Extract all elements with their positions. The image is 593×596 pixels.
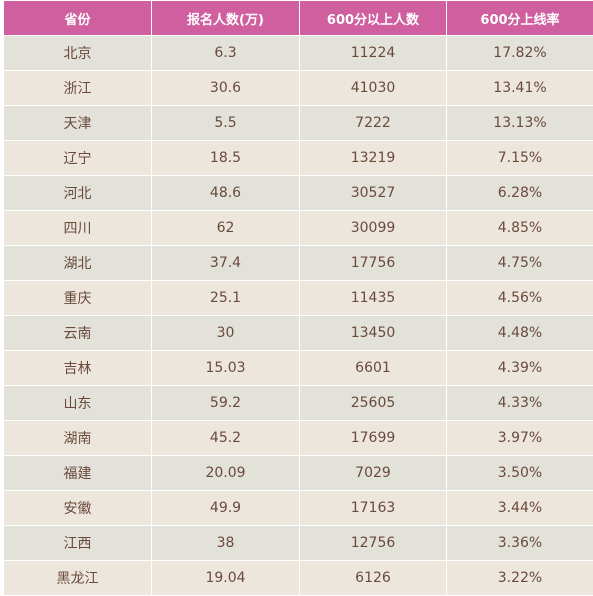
header-row: 省份 报名人数(万) 600分以上人数 600分上线率 (4, 1, 593, 36)
cell-600-count: 6601 (300, 351, 447, 386)
cell-600-rate: 17.82% (447, 36, 593, 71)
cell-600-count: 13219 (300, 141, 447, 176)
cell-applicants: 48.6 (152, 176, 300, 211)
cell-province: 福建 (4, 456, 152, 491)
cell-applicants: 30 (152, 316, 300, 351)
header-applicants: 报名人数(万) (152, 1, 300, 36)
cell-600-count: 17163 (300, 491, 447, 526)
cell-600-count: 7029 (300, 456, 447, 491)
cell-600-count: 11224 (300, 36, 447, 71)
cell-600-rate: 3.50% (447, 456, 593, 491)
cell-600-rate: 13.13% (447, 106, 593, 141)
cell-600-count: 7222 (300, 106, 447, 141)
header-province: 省份 (4, 1, 152, 36)
cell-600-rate: 6.28% (447, 176, 593, 211)
cell-600-rate: 4.39% (447, 351, 593, 386)
cell-600-count: 17699 (300, 421, 447, 456)
cell-600-rate: 7.15% (447, 141, 593, 176)
cell-applicants: 59.2 (152, 386, 300, 421)
cell-province: 安徽 (4, 491, 152, 526)
cell-600-count: 12756 (300, 526, 447, 561)
cell-600-rate: 13.41% (447, 71, 593, 106)
cell-province: 天津 (4, 106, 152, 141)
cell-province: 浙江 (4, 71, 152, 106)
cell-applicants: 62 (152, 211, 300, 246)
cell-applicants: 15.03 (152, 351, 300, 386)
cell-600-count: 25605 (300, 386, 447, 421)
cell-province: 山东 (4, 386, 152, 421)
cell-province: 北京 (4, 36, 152, 71)
cell-applicants: 30.6 (152, 71, 300, 106)
cell-province: 辽宁 (4, 141, 152, 176)
cell-600-count: 6126 (300, 561, 447, 596)
cell-applicants: 5.5 (152, 106, 300, 141)
cell-600-rate: 4.48% (447, 316, 593, 351)
cell-province: 四川 (4, 211, 152, 246)
cell-applicants: 6.3 (152, 36, 300, 71)
cell-600-rate: 3.36% (447, 526, 593, 561)
cell-province: 重庆 (4, 281, 152, 316)
cell-600-rate: 4.56% (447, 281, 593, 316)
cell-applicants: 45.2 (152, 421, 300, 456)
cell-province: 湖北 (4, 246, 152, 281)
cell-600-rate: 3.22% (447, 561, 593, 596)
cell-applicants: 38 (152, 526, 300, 561)
table-header: 省份 报名人数(万) 600分以上人数 600分上线率 (4, 1, 593, 36)
cell-600-rate: 3.97% (447, 421, 593, 456)
cell-applicants: 19.04 (152, 561, 300, 596)
cell-province: 云南 (4, 316, 152, 351)
header-600-count: 600分以上人数 (300, 1, 447, 36)
cell-600-rate: 4.33% (447, 386, 593, 421)
header-600-rate: 600分上线率 (447, 1, 593, 36)
cell-province: 江西 (4, 526, 152, 561)
cell-applicants: 18.5 (152, 141, 300, 176)
cell-applicants: 20.09 (152, 456, 300, 491)
cell-province: 黑龙江 (4, 561, 152, 596)
cell-600-count: 30527 (300, 176, 447, 211)
cell-applicants: 37.4 (152, 246, 300, 281)
cell-600-count: 41030 (300, 71, 447, 106)
cell-province: 吉林 (4, 351, 152, 386)
cell-600-count: 13450 (300, 316, 447, 351)
cell-600-rate: 4.85% (447, 211, 593, 246)
cell-applicants: 49.9 (152, 491, 300, 526)
cell-province: 河北 (4, 176, 152, 211)
cell-600-rate: 3.44% (447, 491, 593, 526)
cell-600-count: 30099 (300, 211, 447, 246)
cell-600-count: 11435 (300, 281, 447, 316)
cell-province: 湖南 (4, 421, 152, 456)
cell-600-count: 17756 (300, 246, 447, 281)
cell-applicants: 25.1 (152, 281, 300, 316)
cell-600-rate: 4.75% (447, 246, 593, 281)
